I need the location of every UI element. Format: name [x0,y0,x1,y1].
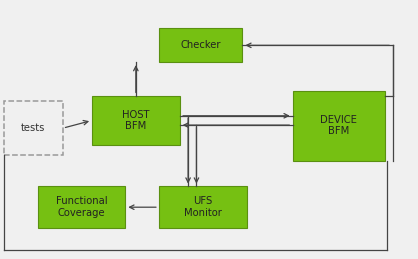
FancyBboxPatch shape [38,186,125,228]
FancyBboxPatch shape [159,186,247,228]
Text: Functional
Coverage: Functional Coverage [56,196,107,218]
Text: HOST
BFM: HOST BFM [122,110,150,131]
Text: DEVICE
BFM: DEVICE BFM [320,115,357,136]
FancyBboxPatch shape [92,96,180,145]
Text: tests: tests [21,123,46,133]
Text: UFS
Monitor: UFS Monitor [184,196,222,218]
FancyBboxPatch shape [159,28,242,62]
FancyBboxPatch shape [293,91,385,161]
Text: Checker: Checker [181,40,221,50]
